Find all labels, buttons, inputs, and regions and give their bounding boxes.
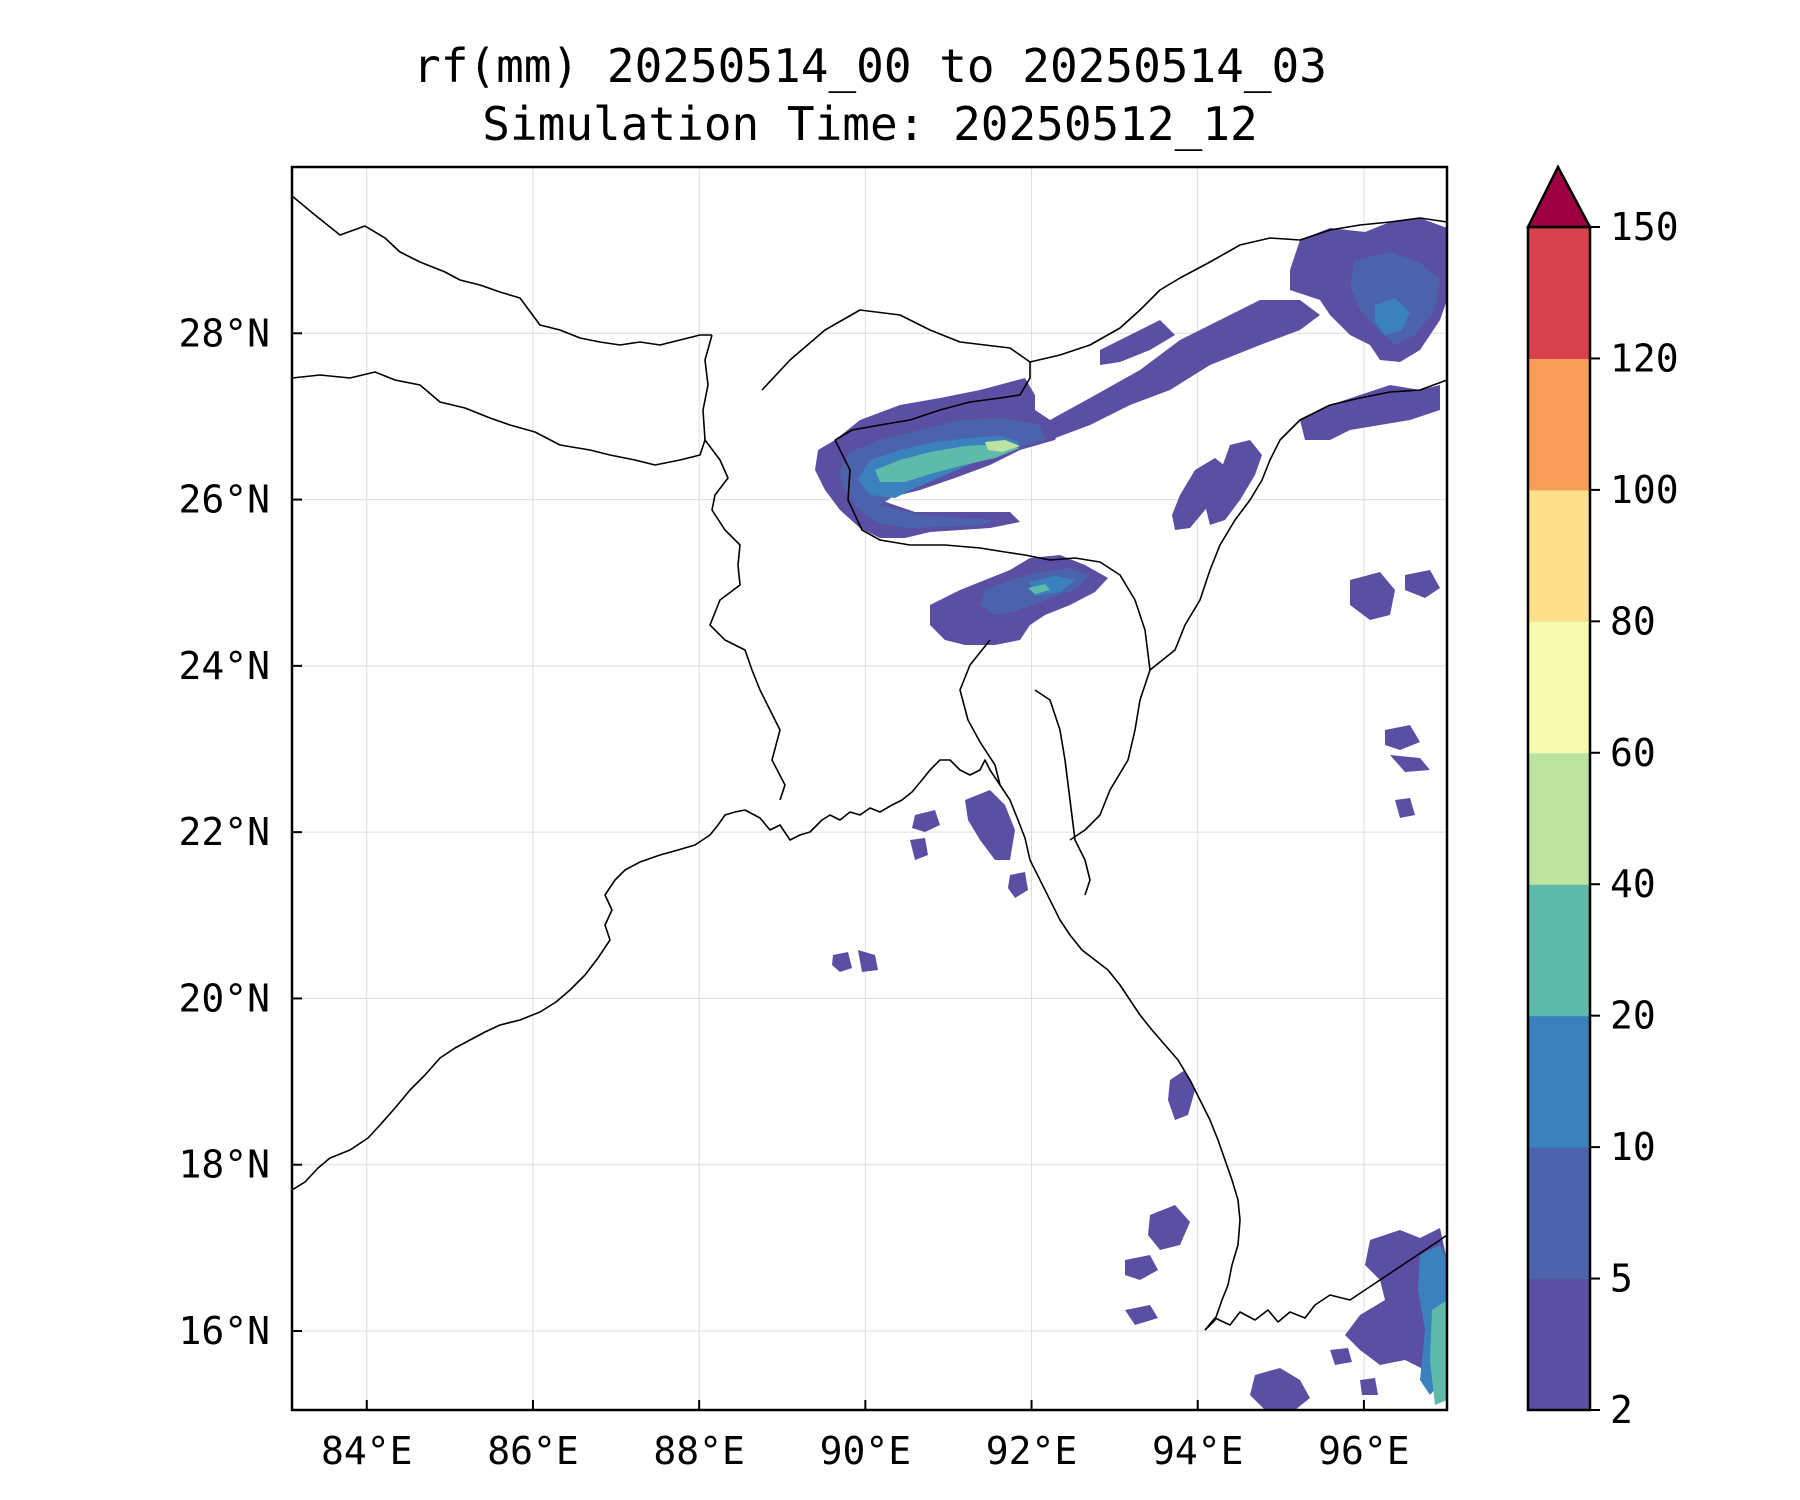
colorbar-tick-label: 20 bbox=[1610, 994, 1656, 1038]
rain-patch-myanmar-coast-2 bbox=[1125, 1255, 1158, 1280]
rain-patch-sea-3 bbox=[1360, 1378, 1378, 1395]
coastline-sundarbans bbox=[744, 759, 1031, 861]
lat-tick-label: 22°N bbox=[178, 810, 270, 854]
border-bangladesh-east bbox=[959, 639, 1001, 786]
border-nepal-south bbox=[292, 371, 706, 466]
rain-patch-assam-east-2 bbox=[1300, 385, 1440, 440]
lon-tick-label: 92°E bbox=[986, 1429, 1078, 1473]
colorbar-tick-label: 120 bbox=[1610, 336, 1679, 380]
rain-patch-main-peak bbox=[985, 440, 1020, 452]
colorbar-tick-label: 100 bbox=[1610, 468, 1679, 512]
rain-patch-bay-1 bbox=[832, 952, 852, 972]
lon-tick-label: 86°E bbox=[487, 1429, 579, 1473]
rainfall-shading bbox=[815, 218, 1447, 1410]
rain-patch-main-core bbox=[875, 444, 1020, 482]
border-assam-myanmar bbox=[1069, 379, 1447, 841]
coastline-myanmar bbox=[1029, 859, 1241, 1331]
rain-patch-bay-3 bbox=[910, 838, 928, 860]
colorbar-segment bbox=[1528, 358, 1590, 491]
lon-tick-label: 84°E bbox=[321, 1429, 413, 1473]
colorbar-frame bbox=[1526, 225, 1592, 1412]
border-arunachal-north bbox=[1029, 217, 1447, 363]
rain-patch-assam-east-1 bbox=[1205, 440, 1262, 525]
colorbar-segment bbox=[1528, 489, 1590, 622]
colorbar: 2 5 10 20 40 60 80 100 120 150 bbox=[1525, 164, 1679, 1432]
rain-patch-bay-2 bbox=[858, 950, 878, 972]
colorbar-segment bbox=[1528, 1015, 1590, 1148]
lat-tick-label: 16°N bbox=[178, 1309, 270, 1353]
lat-tick-label: 24°N bbox=[178, 644, 270, 688]
longitude-ticks: 84°E 86°E 88°E 90°E 92°E 94°E 96°E bbox=[321, 1400, 1410, 1473]
lat-tick-label: 28°N bbox=[178, 311, 270, 355]
lon-tick-label: 90°E bbox=[820, 1429, 912, 1473]
rain-patch-myanmar-west bbox=[1168, 1070, 1195, 1120]
colorbar-segment bbox=[1528, 227, 1590, 359]
border-bangladesh-west bbox=[704, 439, 786, 801]
colorbar-segment bbox=[1528, 752, 1590, 885]
colorbar-tick-label: 80 bbox=[1610, 599, 1656, 643]
rain-patch-sylhet-peak bbox=[1028, 584, 1050, 594]
coastline-myanmar-delta bbox=[1204, 1234, 1447, 1331]
colorbar-segment bbox=[1528, 1278, 1590, 1411]
map-panel: 84°E 86°E 88°E 90°E 92°E 94°E 96°E 16°N 18°N 20°… bbox=[178, 165, 1449, 1473]
rain-patch-upper-band bbox=[1030, 300, 1320, 440]
colorbar-segment bbox=[1528, 884, 1590, 1017]
rain-patch-east-5 bbox=[1395, 798, 1415, 818]
rain-patch-coast-small-1 bbox=[912, 810, 940, 832]
coastlines-and-borders bbox=[292, 195, 1447, 1331]
rain-patch-east-4 bbox=[1390, 755, 1430, 772]
map-title-line-2: Simulation Time: 20250512_12 bbox=[482, 97, 1257, 151]
lon-tick-label: 96°E bbox=[1318, 1429, 1410, 1473]
colorbar-tick-label: 2 bbox=[1610, 1388, 1633, 1432]
colorbar-tick-label: 40 bbox=[1610, 862, 1656, 906]
latitude-ticks: 16°N 18°N 20°N 22°N 24°N 26°N 28°N bbox=[178, 311, 302, 1353]
rain-patch-assam-band bbox=[1172, 458, 1230, 530]
coastline-india-east bbox=[292, 809, 746, 1191]
rain-patch-andaman bbox=[1250, 1368, 1310, 1410]
colorbar-tick-label: 60 bbox=[1610, 731, 1656, 775]
lon-tick-label: 94°E bbox=[1152, 1429, 1244, 1473]
lon-tick-label: 88°E bbox=[653, 1429, 745, 1473]
colorbar-tick-label: 5 bbox=[1610, 1257, 1633, 1301]
border-bangladesh-north bbox=[834, 439, 1101, 563]
map-frame bbox=[290, 165, 1449, 1412]
rain-patch-chittagong bbox=[965, 790, 1015, 860]
colorbar-extend-arrow bbox=[1525, 164, 1593, 229]
rain-patch-sea-2 bbox=[1330, 1348, 1352, 1365]
border-nepal-north bbox=[292, 195, 712, 346]
colorbar-tick-label: 150 bbox=[1610, 205, 1679, 249]
rain-patch-east-2 bbox=[1405, 570, 1440, 598]
colorbar-segment bbox=[1528, 1147, 1590, 1280]
border-manipur bbox=[1099, 561, 1151, 671]
rain-patch-myanmar-coast-1 bbox=[1148, 1205, 1190, 1250]
rain-patch-coast-small-2 bbox=[1008, 872, 1028, 898]
map-background bbox=[292, 167, 1447, 1410]
colorbar-ticks: 2 5 10 20 40 60 80 100 120 150 bbox=[1590, 205, 1679, 1432]
colorbar-segments bbox=[1528, 227, 1590, 1411]
rain-patch-east-1 bbox=[1350, 572, 1395, 620]
lat-tick-label: 26°N bbox=[178, 478, 270, 522]
rain-patch-south-band-core bbox=[1430, 1300, 1447, 1405]
rain-patch-east-3 bbox=[1385, 725, 1420, 750]
map-title-line-1: rf(mm) 20250514_00 to 20250514_03 bbox=[413, 39, 1327, 93]
lat-tick-label: 18°N bbox=[178, 1143, 270, 1187]
colorbar-segment bbox=[1528, 621, 1590, 754]
border-tripura-mizoram bbox=[1034, 689, 1091, 896]
lat-tick-label: 20°N bbox=[178, 976, 270, 1020]
border-nepal-east bbox=[702, 334, 713, 441]
colorbar-tick-label: 10 bbox=[1610, 1125, 1656, 1169]
rain-patch-arunachal-east-core bbox=[1375, 298, 1410, 335]
rain-patch-upper-band-2 bbox=[1100, 320, 1175, 365]
rain-patch-sea-1 bbox=[1125, 1305, 1158, 1325]
